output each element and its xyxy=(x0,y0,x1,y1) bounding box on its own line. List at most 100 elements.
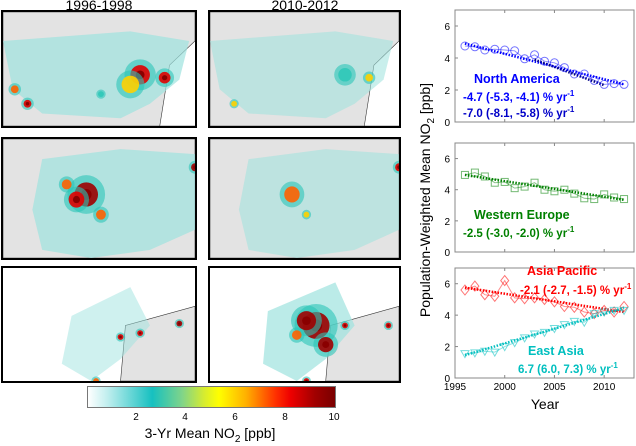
data-point xyxy=(509,339,520,348)
annotation-east-asia-title: East Asia xyxy=(528,344,584,358)
colorbar-label-sub: 2 xyxy=(234,433,241,445)
data-point xyxy=(610,193,619,202)
map-layer xyxy=(210,139,399,258)
y-tick-label: 6 xyxy=(444,280,450,291)
data-point xyxy=(609,79,619,89)
data-point xyxy=(590,195,599,204)
no2-peak xyxy=(25,102,30,106)
y-tick-label: 0 xyxy=(444,248,450,259)
y-axis-label-unit: [ppb] xyxy=(417,82,434,118)
data-point xyxy=(460,350,470,359)
annotation-western-europe-title: Western Europe xyxy=(474,208,570,222)
no2-field xyxy=(32,149,195,258)
data-point xyxy=(609,306,619,316)
data-point xyxy=(529,330,540,340)
map-europe-1996-1998 xyxy=(1,137,197,260)
data-point xyxy=(559,300,570,313)
x-axis-label: Year xyxy=(530,396,560,412)
no2-peak xyxy=(161,75,168,81)
y-tick-label: 4 xyxy=(444,186,450,197)
colorbar-tick: 6 xyxy=(232,412,238,423)
series-line-east-asia xyxy=(464,309,625,355)
data-point xyxy=(470,168,479,177)
data-point xyxy=(470,42,480,52)
trend-text: -2.5 (-3.0, -2.0) % yr xyxy=(463,227,568,240)
data-point xyxy=(579,318,590,328)
data-point xyxy=(579,306,589,318)
no2-hotspot xyxy=(98,91,104,98)
no2-peak xyxy=(322,341,330,349)
trend-text: -2.1 (-2.7, -1.5) % yr xyxy=(520,284,625,297)
data-point xyxy=(510,292,520,304)
data-point xyxy=(490,44,500,54)
no2-peak xyxy=(302,316,311,325)
y-tick-label: 6 xyxy=(444,22,450,33)
data-point xyxy=(569,69,579,79)
no2-hotspot xyxy=(365,73,373,82)
no2-hotspot xyxy=(61,179,72,190)
no2-peak xyxy=(138,331,142,335)
data-point xyxy=(519,292,530,305)
column-title-2010-2012: 2010-2012 xyxy=(271,0,339,13)
no2-hotspot xyxy=(303,211,310,218)
data-point xyxy=(529,292,540,304)
data-point xyxy=(490,290,500,303)
data-point xyxy=(570,189,579,198)
trend-line xyxy=(534,58,605,87)
data-point xyxy=(559,63,569,73)
map-layer xyxy=(210,12,399,126)
no2-peak xyxy=(343,324,347,327)
map-layer xyxy=(3,12,195,126)
data-point xyxy=(500,177,509,186)
no2-hotspot xyxy=(10,85,19,94)
no2-hotspot xyxy=(338,68,352,82)
y-tick-label: 2 xyxy=(444,343,450,354)
data-point xyxy=(519,334,530,343)
data-point xyxy=(579,69,589,79)
annotation-asia-pacific-title: Asia Pacific xyxy=(527,264,598,278)
map-layer xyxy=(3,139,195,258)
y-tick-label: 2 xyxy=(444,86,450,97)
annotation-north-america-title: North America xyxy=(474,72,560,86)
data-point xyxy=(530,178,539,187)
no2-hotspot xyxy=(395,163,399,172)
no2-peak xyxy=(193,165,195,170)
trend-line xyxy=(464,42,625,86)
data-point xyxy=(480,172,489,181)
no2-peak xyxy=(178,322,181,325)
map-east-asia-1996-1998 xyxy=(1,266,197,383)
data-point xyxy=(549,325,560,334)
map-layer xyxy=(3,268,195,381)
data-point xyxy=(569,317,580,327)
data-point xyxy=(589,75,599,85)
data-point xyxy=(599,308,610,318)
data-point xyxy=(539,328,550,338)
data-point xyxy=(470,349,480,358)
data-point xyxy=(549,58,559,68)
map-east-asia-2010-2012 xyxy=(208,266,401,383)
data-point xyxy=(539,293,550,306)
data-point xyxy=(619,300,629,313)
data-point xyxy=(460,170,469,179)
y-axis-label: Population-Weighted Mean NO2 [ppb] xyxy=(417,83,437,317)
plot-frame xyxy=(454,9,635,123)
trend-sup: -1 xyxy=(567,105,575,114)
colorbar-tick: 10 xyxy=(328,412,340,423)
annotation-western-europe-trend: -2.5 (-3.0, -2.0) % yr-1 xyxy=(463,225,574,240)
x-tick-label: 2005 xyxy=(543,382,566,393)
x-tick-label: 2010 xyxy=(593,382,616,393)
data-point xyxy=(460,284,470,296)
no2-peak xyxy=(119,335,122,339)
data-point xyxy=(569,301,579,314)
colorbar-tick: 2 xyxy=(133,412,139,423)
annotation-asia-pacific-trend: -2.1 (-2.7, -1.5) % yr-1 xyxy=(520,282,631,297)
no2-hotspot xyxy=(231,100,237,107)
no2-peak xyxy=(397,165,399,170)
no2-hotspot xyxy=(284,186,300,203)
no2-field xyxy=(238,149,399,258)
colorbar-tick: 4 xyxy=(182,412,188,423)
y-tick-label: 2 xyxy=(444,217,450,228)
trend-text: 6.7 (6.0, 7.3) % yr xyxy=(518,363,611,376)
data-point xyxy=(460,41,470,51)
trend-line xyxy=(464,306,625,357)
